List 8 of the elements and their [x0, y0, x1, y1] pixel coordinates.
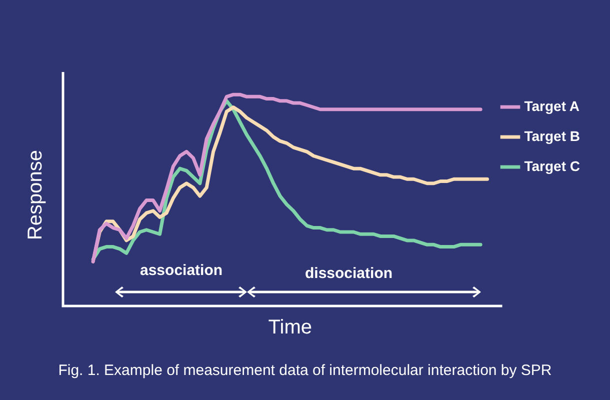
legend-label: Target B [524, 128, 580, 144]
x-axis-title: Time [268, 316, 312, 339]
legend-label: Target A [524, 98, 580, 114]
y-axis-title: Response [24, 150, 47, 240]
annotation: dissociation [305, 265, 393, 282]
annotation: association [140, 262, 223, 279]
caption: Fig. 1. Example of measurement data of intermolecular interaction by SPR [57, 362, 553, 379]
legend-label: Target C [524, 158, 580, 174]
